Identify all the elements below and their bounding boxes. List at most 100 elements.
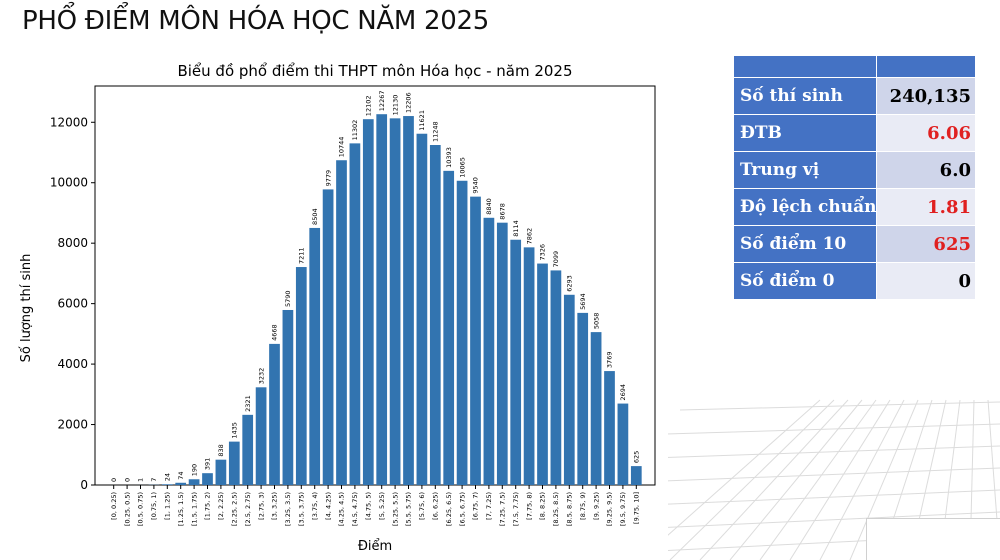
grid-line: [729, 399, 863, 560]
statistics-value: 240,135: [877, 78, 976, 115]
histogram-bar: [242, 414, 254, 485]
bar-value-label: 11248: [432, 121, 440, 142]
grid-line: [699, 399, 849, 560]
x-tick-label: [0.5, 0.75): [137, 492, 145, 526]
statistics-label: Số điểm 0: [734, 263, 878, 300]
y-tick-label: 0: [80, 478, 88, 492]
bar-value-label: 1: [137, 478, 145, 482]
x-tick-label: [7.25, 7.5): [499, 492, 507, 526]
bar-value-label: 8114: [512, 220, 520, 237]
bar-value-label: 190: [190, 464, 198, 476]
slide-title: PHỔ ĐIỂM MÔN HÓA HỌC NĂM 2025: [22, 6, 489, 36]
statistics-value: 1.81: [877, 189, 976, 226]
histogram-bar: [282, 309, 294, 485]
bar-value-label: 7862: [525, 228, 533, 245]
bar-value-label: 10744: [338, 137, 346, 158]
histogram-bar: [604, 371, 615, 485]
bar-value-label: 7326: [539, 244, 547, 261]
histogram-bar: [269, 343, 280, 485]
bar-value-label: 74: [177, 471, 185, 479]
histogram-bar: [537, 263, 548, 485]
x-tick-label: [4.75, 5): [365, 492, 373, 520]
plot-area: 0 2000 4000 6000 8000 10000 12000 0 [0, 0.25) 0 [0…: [50, 85, 656, 526]
y-tick-label: 2000: [57, 418, 88, 432]
grid-line: [679, 401, 1000, 411]
x-tick-label: [2.5, 2.75): [244, 492, 252, 526]
bar-value-label: 391: [204, 458, 212, 470]
x-tick-label: [1.75, 2): [204, 492, 212, 520]
histogram-bar: [617, 403, 629, 485]
chart-y-axis-label: Số lượng thí sinh: [19, 254, 34, 363]
statistics-label: Số thí sinh: [734, 78, 878, 115]
y-tick-label: 8000: [57, 236, 88, 250]
x-tick-label: [9.5, 9.75): [619, 492, 627, 526]
histogram-bar: [362, 119, 374, 485]
histogram-bar: [228, 441, 240, 485]
x-tick-label: [4, 4.25): [324, 492, 332, 520]
x-tick-label: [5.25, 5.5): [391, 492, 399, 526]
chart-title: Biểu đồ phổ điểm thi THPT môn Hóa học - …: [177, 62, 572, 80]
x-tick-label: [7.5, 7.75): [512, 492, 520, 526]
grid-line: [669, 399, 835, 560]
bar-value-label: 5058: [592, 313, 600, 330]
x-tick-label: [6, 6.25): [432, 492, 440, 520]
histogram-bar: [510, 239, 522, 485]
statistics-row: Độ lệch chuẩn 1.81: [734, 189, 976, 226]
histogram-bar: [429, 145, 441, 485]
x-tick-label: [7, 7.25): [485, 492, 493, 520]
x-tick-label: [6.75, 7): [472, 492, 480, 520]
histogram-bar: [376, 114, 388, 486]
grid-line: [609, 511, 1000, 531]
statistics-row: Số thí sinh 240,135: [734, 78, 976, 115]
x-tick-label: [3.5, 3.75): [298, 492, 306, 526]
bar-value-label: 12267: [378, 91, 386, 112]
bar-value-label: 10065: [458, 157, 466, 178]
bar-value-label: 8840: [485, 198, 493, 215]
bar-value-label: 2694: [619, 384, 627, 401]
bar-value-label: 7099: [552, 251, 560, 268]
y-tick-label: 12000: [50, 115, 88, 129]
bar-value-label: 3769: [606, 352, 614, 369]
histogram-bar: [550, 270, 562, 485]
x-tick-label: [4.25, 4.5): [338, 492, 346, 526]
statistics-table: Số thí sinh 240,135 ĐTB 6.06 Trung vị 6.0 Độ l…: [734, 56, 976, 300]
x-tick-label: [8.25, 8.5): [552, 492, 560, 526]
histogram-bar: [563, 294, 575, 485]
x-tick-label: [9, 9.25): [592, 492, 600, 520]
grid-line: [639, 399, 821, 560]
statistics-table-header: [734, 56, 976, 78]
histogram-bar: [523, 247, 535, 485]
bar-value-label: 9540: [472, 177, 480, 194]
x-tick-label: [6.25, 6.5): [445, 492, 453, 526]
histogram-bar: [322, 189, 334, 485]
x-tick-label: [2.25, 2.5): [231, 492, 239, 526]
statistics-header-cell: [877, 56, 976, 78]
statistics-row: Số điểm 10 625: [734, 226, 976, 263]
statistics-value: 6.0: [877, 152, 976, 189]
x-tick-label: [5, 5.25): [378, 492, 386, 520]
histogram-bar: [470, 196, 481, 485]
bar-value-label: 2321: [244, 395, 252, 412]
y-tick-label: 4000: [57, 357, 88, 371]
histogram-bar: [309, 227, 321, 485]
chart-x-axis-label: Điểm: [358, 539, 392, 554]
bar-value-label: 11302: [351, 120, 359, 141]
histogram-bar: [403, 116, 414, 486]
bar-value-label: 625: [633, 451, 641, 463]
grid-line: [665, 423, 1000, 435]
plot-frame: [94, 85, 656, 486]
x-tick-label: [8, 8.25): [539, 492, 547, 520]
histogram-bar: [161, 484, 173, 485]
y-tick-label: 6000: [57, 297, 88, 311]
grid-line: [759, 399, 877, 560]
grid-line: [623, 489, 1000, 507]
histogram-bar: [577, 312, 589, 485]
histogram-bar: [188, 479, 200, 485]
statistics-label: Độ lệch chuẩn: [734, 189, 878, 226]
histogram-bar: [295, 267, 307, 485]
x-tick-label: [6.5, 6.75): [458, 492, 466, 526]
statistics-value: 625: [877, 226, 976, 263]
x-tick-label: [3.75, 4): [311, 492, 319, 520]
histogram-bar: [389, 118, 401, 485]
